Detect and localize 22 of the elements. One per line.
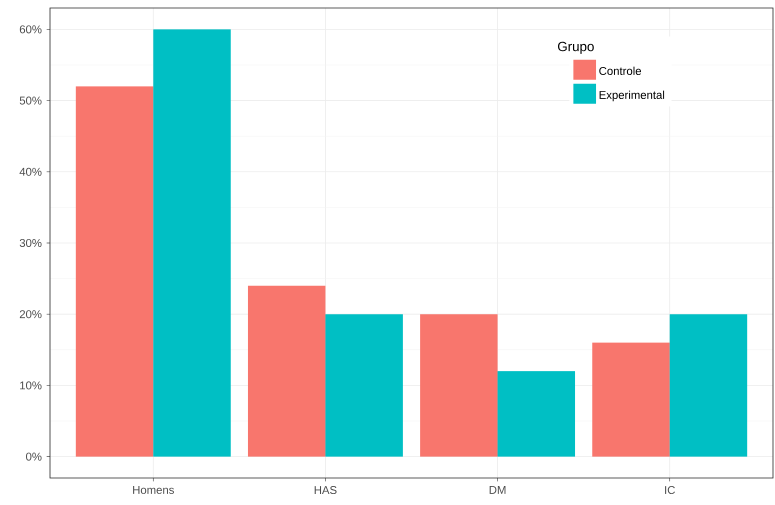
x-tick-label: IC — [665, 486, 675, 494]
y-tick-label: 60% — [20, 25, 42, 34]
x-tick-label: DM — [490, 486, 506, 494]
y-tick-label: 10% — [20, 381, 42, 390]
y-tick-label: 40% — [20, 168, 42, 176]
bar — [248, 286, 326, 457]
y-tick-label: 50% — [20, 96, 42, 105]
bar — [76, 86, 154, 457]
bar — [420, 314, 498, 457]
legend-label: Controle — [599, 66, 642, 75]
bar — [670, 314, 748, 457]
bar — [592, 342, 670, 457]
legend-title: Grupo — [558, 42, 594, 54]
y-tick-label: 20% — [20, 310, 42, 318]
x-tick-label: HAS — [314, 486, 337, 494]
bar — [325, 314, 403, 457]
legend-label: Experimental — [600, 90, 664, 102]
y-tick-label: 0% — [26, 452, 42, 461]
x-tick-label: Homens — [133, 486, 174, 494]
y-tick-label: 30% — [20, 238, 42, 247]
bar — [498, 371, 576, 457]
bar — [153, 29, 231, 457]
